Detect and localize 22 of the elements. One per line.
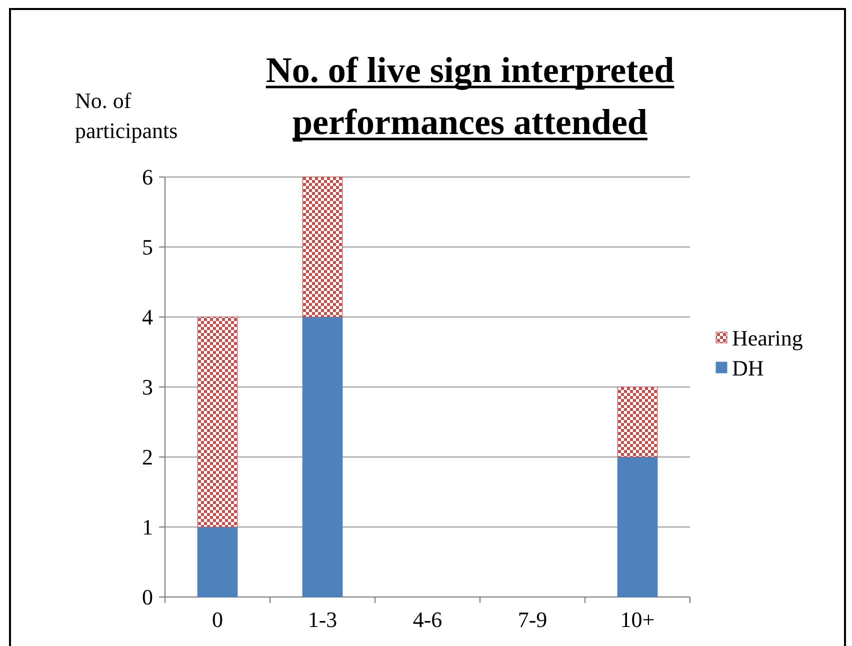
bar — [197, 316, 238, 528]
y-tick-label: 1 — [142, 514, 153, 540]
bar — [617, 386, 658, 458]
x-tick-label: 10+ — [620, 607, 655, 632]
x-tick-label: 4-6 — [412, 607, 442, 632]
y-tick-label: 4 — [142, 304, 153, 330]
y-tick-label: 2 — [142, 444, 153, 470]
chart-title: No. of live sign interpreted performances attended — [266, 50, 674, 142]
y-tick-label: 6 — [142, 164, 153, 190]
y-axis-title: No. of participants — [75, 88, 178, 143]
x-tick-label: 1-3 — [308, 607, 338, 632]
bar — [302, 176, 343, 318]
bar — [302, 316, 343, 598]
y-tick-label: 3 — [142, 374, 153, 400]
x-tick-label: 7-9 — [518, 607, 548, 632]
x-tick-label: 0 — [212, 607, 223, 632]
y-tick-label: 5 — [142, 234, 153, 260]
bar — [617, 456, 658, 598]
legend-label: DH — [732, 356, 764, 381]
legend-label: Hearing — [732, 326, 803, 351]
y-tick-label: 0 — [142, 584, 153, 610]
bar — [197, 526, 238, 598]
